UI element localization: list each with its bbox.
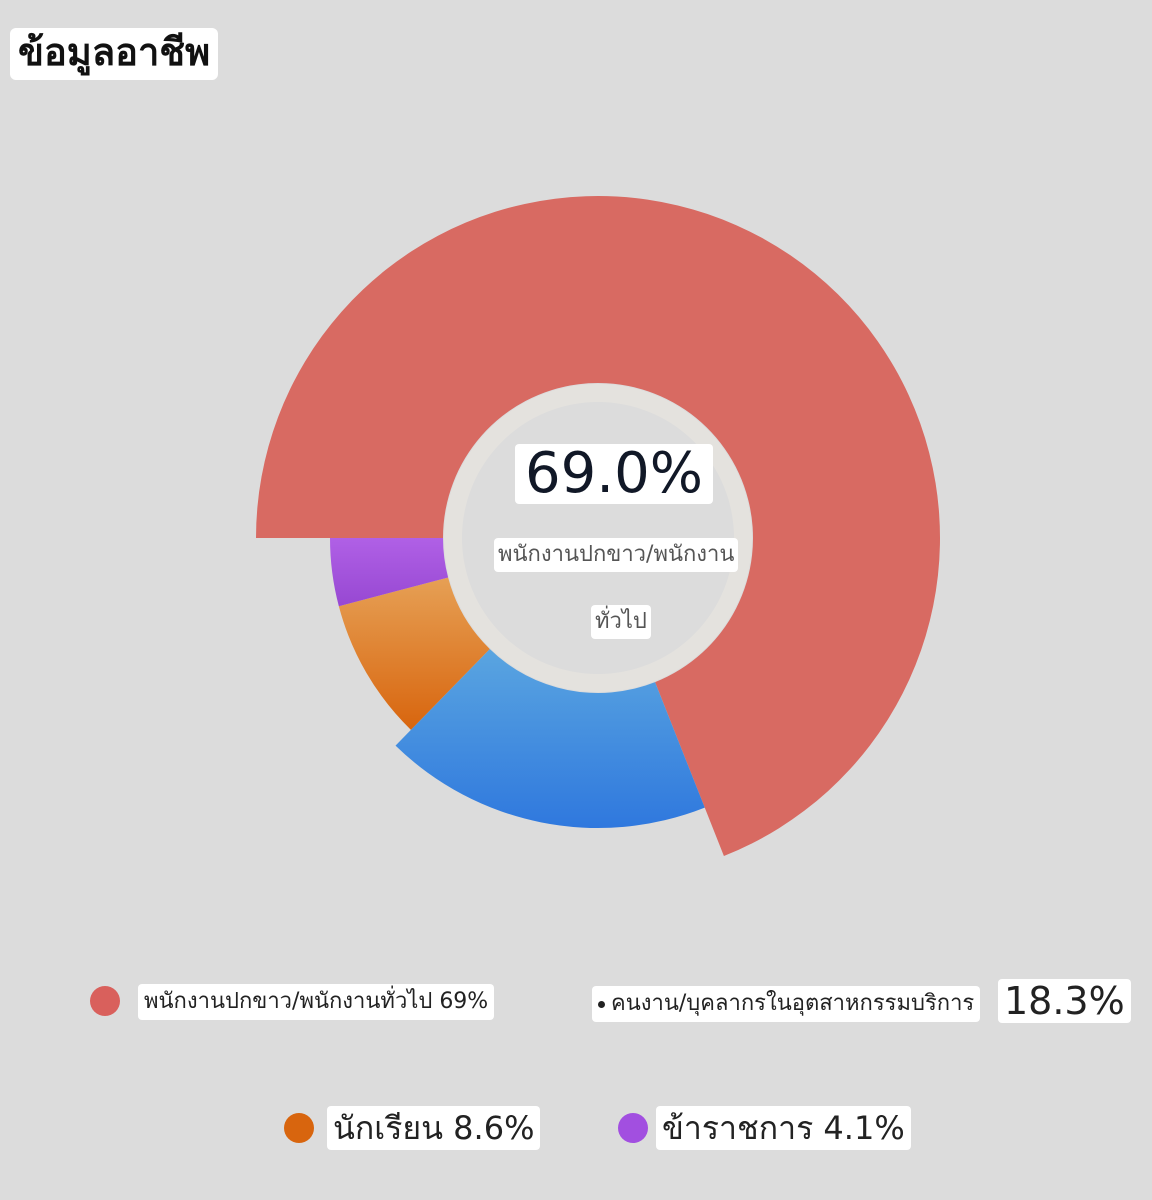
- legend-label-student: นักเรียน 8.6%: [327, 1106, 541, 1150]
- legend-dot-student: [284, 1113, 314, 1143]
- legend-label-service-workers: คนงาน/บุคลากรในอุตสาหกรรมบริการ: [592, 986, 981, 1022]
- legend-value-service-workers: 18.3%: [998, 979, 1131, 1023]
- slice-service-workers: [395, 648, 705, 828]
- highlight-value: 69.0%: [515, 444, 713, 504]
- legend-label-white-collar: พนักงานปกขาว/พนักงานทั่วไป 69%: [138, 984, 495, 1020]
- highlight-label-line2: ทั่วไป: [591, 605, 651, 639]
- slice-white-collar: [256, 196, 940, 856]
- legend-dot-civil-servant: [618, 1113, 648, 1143]
- slice-student: [338, 577, 490, 730]
- slice-civil-servant: [330, 538, 449, 607]
- highlight-label-line1: พนักงานปกขาว/พนักงาน: [494, 538, 739, 572]
- legend-bullet: [598, 1000, 605, 1008]
- legend-label-service-workers-text: คนงาน/บุคลากรในอุตสาหกรรมบริการ: [611, 991, 975, 1016]
- legend-dot-white-collar: [90, 986, 120, 1016]
- page-title: ข้อมูลอาชีพ: [10, 28, 219, 80]
- legend-label-civil-servant: ข้าราชการ 4.1%: [656, 1106, 911, 1150]
